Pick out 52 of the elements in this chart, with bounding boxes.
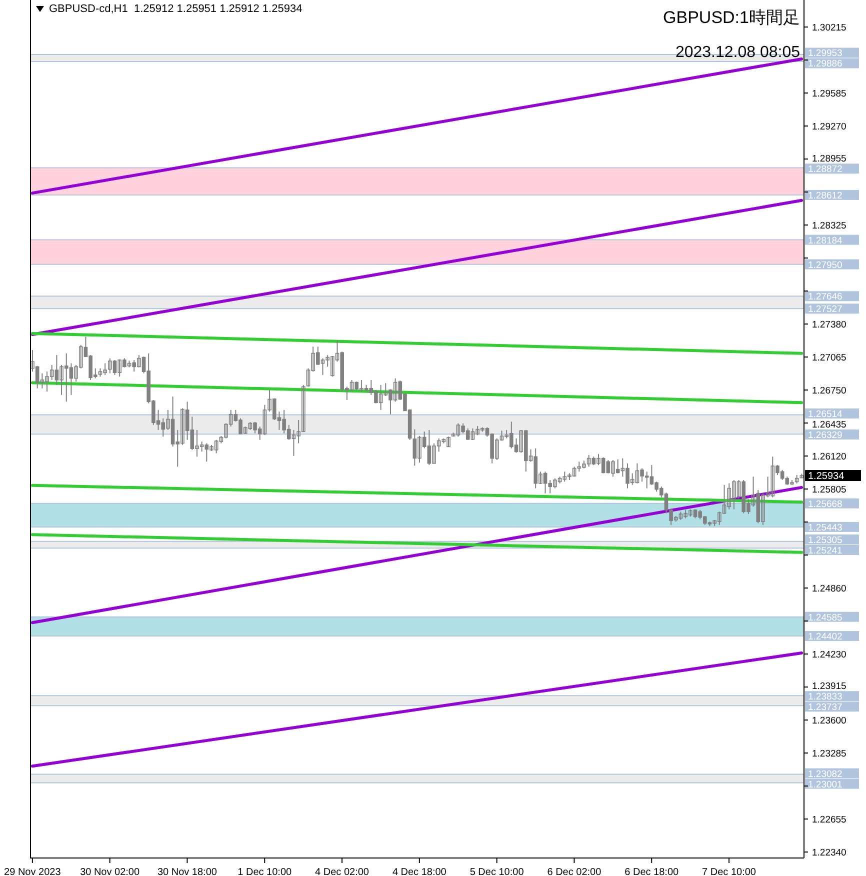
- ref-line-label: 1.26329: [808, 430, 842, 441]
- y-tick-label: 1.28955: [812, 154, 846, 165]
- ref-line-label: 1.27950: [808, 260, 842, 271]
- ref-line-label: 1.23833: [808, 692, 842, 703]
- ref-line-label: 1.23082: [808, 768, 842, 780]
- y-tick-label: 1.28325: [812, 220, 846, 232]
- ref-line-label: 1.25241: [808, 546, 842, 557]
- y-tick-label: 1.23915: [812, 681, 846, 692]
- ref-line-label: 1.28184: [808, 235, 842, 246]
- ref-line-label: 1.24402: [808, 632, 842, 643]
- ref-line-label: 1.29953: [808, 48, 842, 60]
- ref-line-label: 1.29886: [808, 58, 842, 70]
- ref-line-label: 1.26514: [808, 408, 842, 420]
- y-tick-label: 1.24860: [812, 584, 846, 595]
- y-tick-label: 1.29270: [812, 122, 846, 133]
- x-tick-label: 6 Dec 18:00: [624, 867, 680, 876]
- y-tick-label: 1.23285: [812, 748, 846, 760]
- x-tick-label: 29 Nov 2023: [4, 867, 62, 876]
- x-tick-label: 6 Dec 02:00: [547, 867, 602, 876]
- x-tick-label: 4 Dec 18:00: [392, 867, 447, 876]
- ref-line-label: 1.25668: [808, 498, 842, 510]
- ref-line-label: 1.27527: [808, 304, 842, 316]
- ref-line-label: 1.28612: [808, 190, 842, 202]
- x-tick-label: 4 Dec 02:00: [315, 867, 370, 876]
- y-tick-label: 1.23600: [812, 716, 846, 727]
- y-tick-label: 1.24230: [812, 650, 846, 661]
- ref-line-label: 1.27646: [808, 292, 842, 303]
- y-tick-label: 1.25805: [812, 484, 846, 496]
- text: GBPUSD:1時間足: [663, 7, 800, 29]
- ref-line-label: 1.25305: [808, 535, 842, 546]
- y-tick-label: 1.30215: [812, 22, 846, 34]
- chart-subtitle: GBPUSD-cd,H1 1.25912 1.25951 1.25912 1.25934: [49, 3, 302, 15]
- y-tick-label: 1.29585: [812, 88, 846, 100]
- y-tick-label: 1.22340: [812, 848, 846, 859]
- ref-line-label: 1.23001: [808, 779, 842, 790]
- ref-line-label: 1.24585: [808, 612, 842, 624]
- x-tick-label: 5 Dec 10:00: [470, 867, 524, 876]
- ref-line-label: 1.28872: [808, 164, 842, 176]
- ref-line-label: 1.25443: [808, 522, 842, 534]
- y-tick-label: 1.26120: [812, 452, 846, 463]
- text: 1.25934: [808, 471, 845, 482]
- x-tick-label: 30 Nov 18:00: [157, 867, 218, 876]
- y-tick-label: 1.22655: [812, 814, 846, 826]
- x-tick-label: 1 Dec 10:00: [238, 867, 292, 876]
- x-tick-label: 30 Nov 02:00: [80, 867, 140, 876]
- y-tick-label: 1.27065: [812, 352, 846, 364]
- y-tick-label: 1.27380: [812, 320, 846, 331]
- ref-line-label: 1.23737: [808, 702, 842, 714]
- annotation: 2023.12.08 08:05: [675, 44, 800, 62]
- y-tick-label: 1.26750: [812, 386, 846, 397]
- x-tick-label: 7 Dec 10:00: [702, 867, 756, 876]
- y-tick-label: 1.26435: [812, 419, 846, 430]
